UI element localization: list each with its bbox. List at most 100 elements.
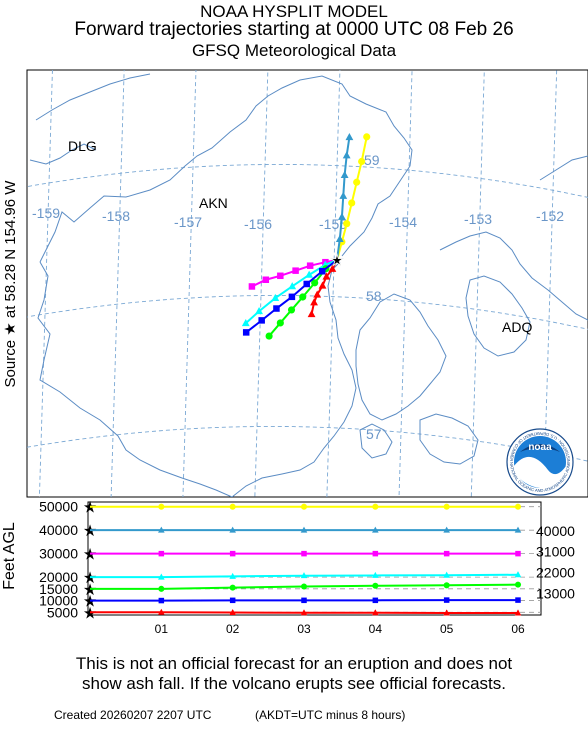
meridian-line bbox=[38, 70, 53, 497]
trajectory-marker bbox=[345, 133, 354, 141]
chart-title: Forward trajectories starting at 0000 UT… bbox=[74, 19, 514, 40]
trajectory-marker bbox=[299, 293, 307, 301]
trajectory-marker bbox=[443, 526, 450, 533]
trajectory-marker bbox=[340, 170, 349, 178]
trajectory-marker bbox=[158, 526, 165, 533]
height-tick-label: 50000 bbox=[39, 499, 78, 515]
logo-wave bbox=[520, 444, 560, 452]
height-source-star: ★ bbox=[83, 570, 97, 587]
trajectory-marker bbox=[292, 267, 299, 274]
height-source-star: ★ bbox=[83, 605, 97, 622]
trajectory-marker bbox=[229, 608, 236, 616]
meridian-line bbox=[182, 70, 197, 497]
meridian-line bbox=[326, 70, 341, 497]
trajectory-marker bbox=[158, 550, 165, 557]
trajectory-marker bbox=[300, 526, 308, 533]
trajectory-marker bbox=[338, 212, 346, 220]
trajectory-marker bbox=[343, 220, 351, 228]
height-right-label: 40000 bbox=[536, 523, 575, 539]
logo-text: noaa bbox=[528, 442, 552, 453]
meridian-line bbox=[398, 70, 413, 497]
height-tick-label: 10000 bbox=[39, 593, 78, 609]
height-frame bbox=[87, 501, 542, 616]
trajectory-marker bbox=[443, 550, 450, 557]
trajectory-marker bbox=[277, 272, 284, 280]
height-panel: 50000 ★ 40000 ★ 30000 ★ 20000 ★ 15000 ★ 10000 ★ 5000… bbox=[1, 499, 575, 636]
trajectory-marker bbox=[158, 573, 165, 580]
height-tick-label: 40000 bbox=[39, 522, 78, 538]
trajectory-marker bbox=[372, 609, 379, 616]
trajectory-marker bbox=[443, 597, 450, 603]
trajectory-marker bbox=[514, 503, 522, 510]
coastline-path bbox=[29, 143, 97, 165]
trajectory-marker bbox=[443, 503, 450, 510]
trajectory-marker bbox=[372, 550, 379, 557]
height-series bbox=[90, 608, 522, 616]
timezone-note: (AKDT=UTC minus 8 hours) bbox=[255, 708, 406, 722]
trajectory-marker bbox=[443, 571, 450, 578]
trajectory-marker bbox=[358, 157, 366, 166]
trajectory-marker bbox=[287, 306, 296, 314]
height-source-star: ★ bbox=[83, 500, 97, 517]
trajectory-series bbox=[335, 133, 354, 261]
trajectory-marker bbox=[318, 268, 326, 275]
height-tick-label: 30000 bbox=[39, 546, 78, 562]
time-tick-label: 02 bbox=[226, 622, 240, 636]
meridian-line bbox=[543, 70, 558, 497]
trajectory-marker bbox=[328, 264, 337, 272]
trajectory-marker bbox=[255, 307, 263, 315]
coastline-path bbox=[37, 261, 233, 497]
coastlines bbox=[29, 73, 588, 497]
meridian-line bbox=[254, 70, 269, 497]
trajectory-marker bbox=[288, 282, 297, 290]
place-label: ADQ bbox=[502, 319, 532, 335]
chart-subtitle: GFSQ Meteorological Data bbox=[191, 41, 397, 60]
trajectory-marker bbox=[372, 503, 379, 510]
trajectory-marker bbox=[318, 281, 327, 289]
longitude-label: -157 bbox=[174, 214, 202, 230]
longitude-label: -159 bbox=[32, 205, 60, 221]
trajectory-marker bbox=[262, 276, 270, 283]
height-right-label: 22000 bbox=[536, 564, 575, 580]
trajectory-series bbox=[241, 259, 338, 327]
height-source-star: ★ bbox=[83, 594, 97, 611]
trajectory-marker bbox=[335, 234, 344, 243]
source-star-outline: ☆ bbox=[329, 251, 344, 270]
trajectory-marker bbox=[229, 572, 236, 579]
height-right-label: 31000 bbox=[536, 543, 575, 559]
trajectory-marker bbox=[242, 329, 250, 336]
latitude-label: 58 bbox=[366, 288, 382, 304]
height-series bbox=[90, 526, 522, 533]
longitude-label: -154 bbox=[389, 214, 417, 230]
trajectory-marker bbox=[322, 272, 331, 280]
height-tick-label: 20000 bbox=[39, 569, 78, 585]
longitude-label: -153 bbox=[464, 211, 492, 227]
height-tick-label: 15000 bbox=[39, 581, 78, 597]
model-title: NOAA HYSPLIT MODEL bbox=[200, 2, 388, 21]
trajectory-marker bbox=[515, 597, 521, 603]
trajectory-marker bbox=[342, 151, 351, 159]
trajectory-marker bbox=[273, 305, 280, 312]
trajectory-marker bbox=[276, 319, 284, 327]
trajectory-marker bbox=[443, 609, 450, 616]
disclaimer-line-2: show ash fall. If the volcano erupts see… bbox=[82, 674, 506, 693]
height-source-star: ★ bbox=[83, 523, 97, 540]
coastline-path bbox=[35, 73, 151, 121]
trajectory-marker bbox=[372, 597, 379, 604]
trajectory-marker bbox=[300, 572, 308, 579]
created-timestamp: Created 20260207 2207 UTC bbox=[54, 708, 212, 722]
longitude-label: -156 bbox=[244, 216, 272, 232]
place-label: AKN bbox=[199, 195, 228, 211]
trajectory-series bbox=[242, 259, 338, 336]
trajectory-marker bbox=[515, 550, 521, 557]
trajectory-marker bbox=[288, 293, 296, 301]
height-series bbox=[90, 571, 522, 580]
trajectory-marker bbox=[229, 503, 236, 510]
time-tick-label: 05 bbox=[440, 622, 454, 636]
trajectory-marker bbox=[303, 280, 310, 288]
coastline-path bbox=[355, 293, 447, 421]
trajectory-marker bbox=[300, 609, 308, 616]
trajectory-marker bbox=[372, 582, 379, 589]
trajectory-marker bbox=[514, 581, 522, 588]
